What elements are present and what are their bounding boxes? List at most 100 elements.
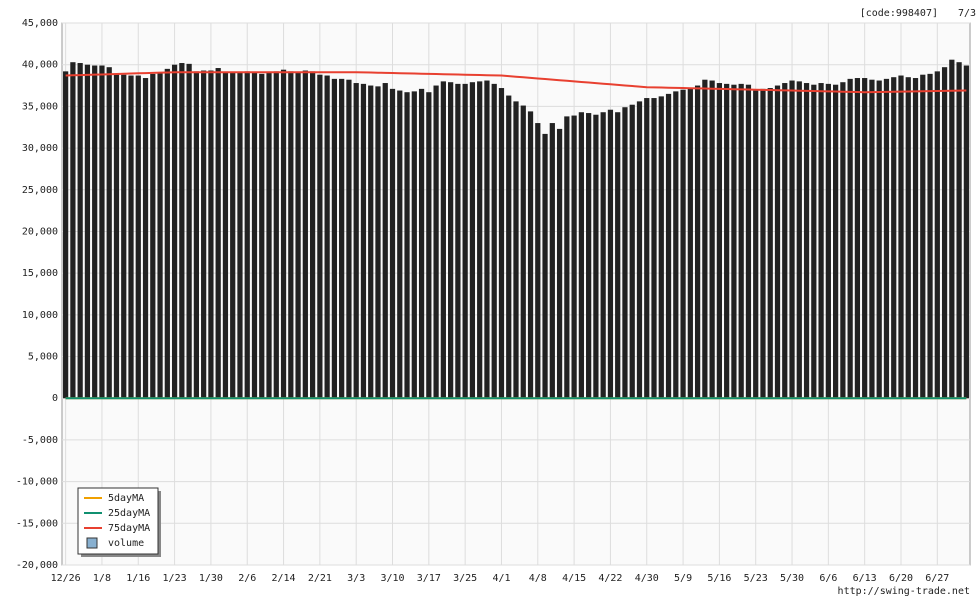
bar: [949, 59, 955, 399]
x-tick-label: 3/17: [417, 573, 441, 584]
bar: [339, 78, 345, 399]
y-tick-label: 35,000: [22, 101, 58, 112]
y-tick-label: 20,000: [22, 226, 58, 237]
x-tick-label: 5/16: [707, 573, 731, 584]
y-tick-label: 45,000: [22, 18, 58, 29]
x-tick-label: 4/22: [598, 573, 622, 584]
bar: [201, 70, 207, 399]
bar: [934, 71, 940, 399]
y-tick-label: -20,000: [16, 560, 58, 571]
bar: [418, 88, 425, 399]
date-label: 7/3: [958, 8, 976, 19]
y-tick-label: 5,000: [28, 352, 58, 363]
bar: [709, 80, 715, 399]
bar: [426, 92, 432, 399]
bar: [891, 77, 897, 399]
bar: [99, 65, 105, 399]
y-tick-label: 25,000: [22, 185, 58, 196]
bar: [963, 65, 969, 399]
bar: [905, 77, 911, 399]
bar: [527, 111, 534, 399]
bar: [506, 95, 512, 399]
bar: [876, 80, 882, 399]
bar: [375, 86, 381, 399]
bar: [171, 64, 178, 399]
x-tick-label: 4/8: [529, 573, 547, 584]
legend-label: 25dayMA: [108, 508, 150, 519]
legend-label: 5dayMA: [108, 493, 144, 504]
x-tick-label: 5/30: [780, 573, 804, 584]
bar: [113, 73, 120, 399]
bar: [615, 112, 621, 399]
bar: [673, 91, 679, 399]
bar: [680, 89, 686, 399]
legend-label: 75dayMA: [108, 523, 150, 534]
bar: [469, 82, 476, 399]
bar: [818, 83, 824, 399]
bar: [665, 93, 672, 399]
bar: [368, 85, 374, 399]
y-tick-label: 40,000: [22, 60, 58, 71]
bar: [789, 80, 795, 399]
bar: [724, 83, 730, 399]
bar: [157, 73, 163, 399]
bar: [309, 71, 316, 399]
x-tick-label: 6/20: [889, 573, 913, 584]
bar: [411, 91, 417, 399]
bar: [63, 71, 69, 399]
bar: [941, 67, 948, 399]
bar: [135, 75, 141, 399]
bar: [898, 75, 904, 399]
x-tick-label: 3/3: [347, 573, 365, 584]
bar: [440, 81, 446, 399]
bar: [556, 128, 563, 399]
bar: [687, 88, 693, 399]
bar: [767, 88, 773, 399]
bar: [774, 85, 781, 399]
bar: [77, 63, 83, 399]
bar: [280, 69, 287, 399]
bar: [251, 72, 258, 399]
bar: [230, 72, 236, 399]
bar: [600, 112, 606, 399]
bar: [920, 74, 926, 399]
bar: [629, 104, 635, 399]
bar: [542, 133, 548, 399]
x-tick-label: 6/27: [925, 573, 949, 584]
bar: [484, 80, 490, 399]
bar: [360, 83, 367, 399]
bar: [578, 112, 584, 399]
bar: [883, 78, 890, 399]
x-tick-label: 2/14: [272, 573, 296, 584]
x-tick-label: 3/10: [380, 573, 404, 584]
bar: [331, 78, 338, 399]
bar: [448, 82, 454, 399]
bar: [397, 90, 403, 399]
bar: [571, 115, 577, 399]
bar: [404, 92, 410, 399]
bar: [586, 113, 592, 399]
bar: [498, 88, 505, 399]
x-tick-label: 5/9: [674, 573, 692, 584]
bar: [593, 114, 599, 399]
bar: [549, 123, 555, 399]
bar: [295, 72, 301, 399]
bar: [433, 85, 439, 399]
bar: [651, 98, 657, 399]
bar: [150, 73, 156, 399]
bar: [854, 78, 861, 399]
bar: [346, 79, 352, 399]
bar: [266, 73, 272, 399]
bar: [956, 62, 962, 399]
bar: [564, 116, 570, 399]
bar: [636, 101, 643, 399]
bar: [716, 83, 723, 399]
x-tick-label: 1/16: [126, 573, 150, 584]
bar: [324, 75, 330, 399]
bar: [811, 84, 817, 399]
bar: [382, 83, 388, 399]
bar: [273, 71, 279, 399]
bar: [796, 81, 802, 399]
bar: [92, 65, 98, 399]
bar: [840, 82, 846, 399]
